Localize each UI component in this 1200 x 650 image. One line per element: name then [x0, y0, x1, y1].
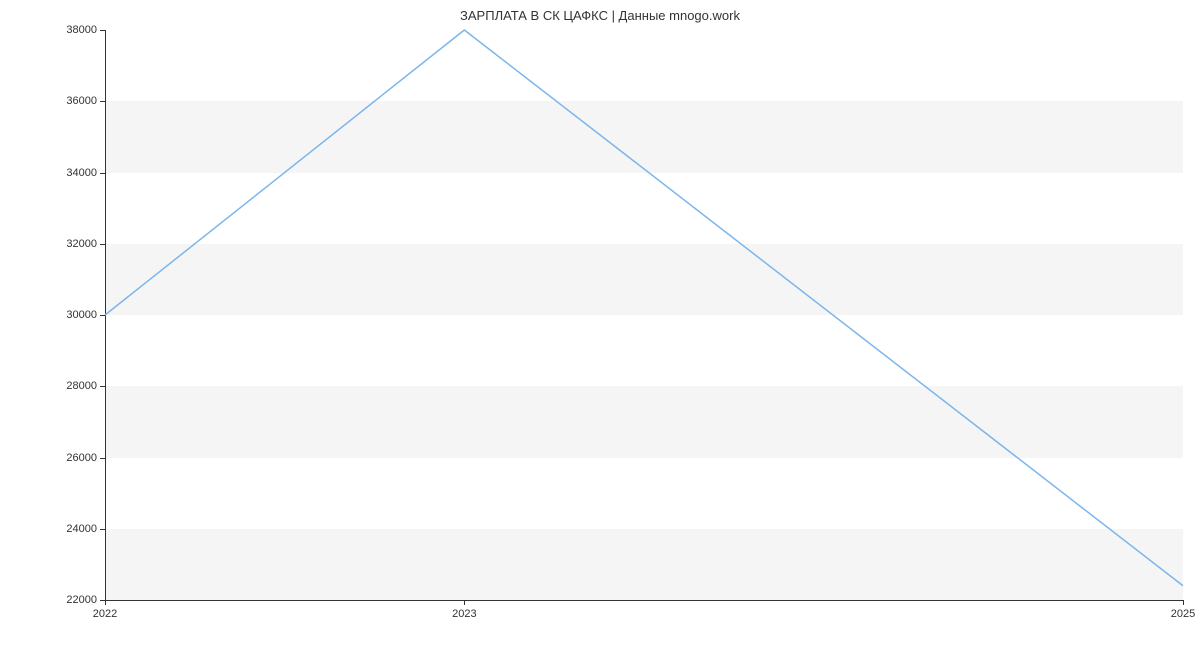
y-tick-label: 28000	[66, 380, 105, 392]
salary-line-chart: ЗАРПЛАТА В СК ЦАФКС | Данные mnogo.work …	[0, 0, 1200, 650]
y-tick-label: 36000	[66, 95, 105, 107]
y-tick-label: 26000	[66, 452, 105, 464]
plot-area: 2200024000260002800030000320003400036000…	[105, 30, 1183, 600]
x-axis-line	[105, 600, 1183, 601]
y-tick-label: 32000	[66, 238, 105, 250]
y-tick-label: 38000	[66, 24, 105, 36]
x-tick-label: 2022	[93, 600, 117, 620]
series-line-salary	[105, 30, 1183, 586]
series-layer	[105, 30, 1183, 600]
x-tick-label: 2025	[1171, 600, 1195, 620]
chart-title: ЗАРПЛАТА В СК ЦАФКС | Данные mnogo.work	[0, 8, 1200, 23]
y-tick-label: 30000	[66, 309, 105, 321]
y-tick-label: 34000	[66, 167, 105, 179]
x-tick-label: 2023	[452, 600, 476, 620]
y-tick-label: 24000	[66, 523, 105, 535]
